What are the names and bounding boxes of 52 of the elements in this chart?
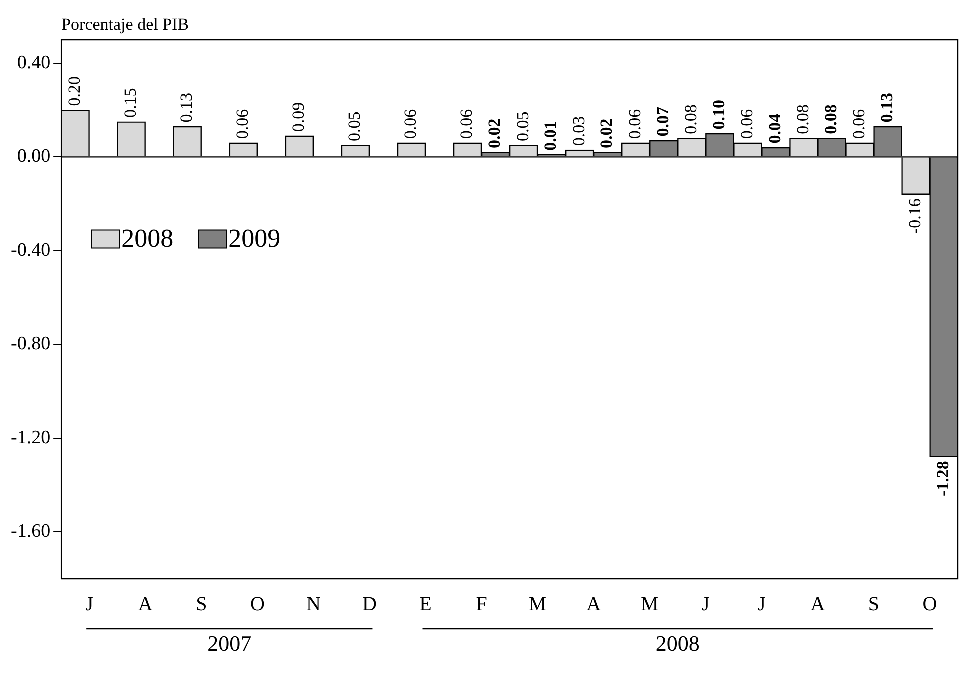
legend-label: 2008 <box>122 224 174 254</box>
text: 2007 <box>208 630 252 656</box>
data-label: 0.10 <box>709 100 728 130</box>
x-tick-label: J <box>86 593 94 616</box>
data-label: 0.02 <box>597 118 616 148</box>
x-tick-label: J <box>758 593 766 616</box>
data-label: 0.13 <box>177 92 196 123</box>
x-tick-label: N <box>306 593 321 616</box>
x-tick-label: F <box>476 593 488 616</box>
x-tick-label: A <box>810 593 826 616</box>
data-label: 0.13 <box>877 92 896 123</box>
y-axis-title: Porcentaje del PIB <box>62 14 190 34</box>
data-label: 0.08 <box>681 104 700 134</box>
data-label: 0.06 <box>625 109 644 140</box>
x-tick-label: J <box>702 593 710 616</box>
data-label: 0.02 <box>485 118 504 148</box>
y-tick-label: -0.40 <box>11 240 51 261</box>
data-label: 0.01 <box>541 121 560 151</box>
x-tick-label: E <box>420 593 432 616</box>
x-tick-label: M <box>640 593 659 616</box>
data-label: 0.08 <box>821 104 840 134</box>
y-tick-label: 0.40 <box>17 52 51 74</box>
data-label: 0.06 <box>737 109 756 140</box>
x-tick-label: O <box>922 593 938 616</box>
x-tick-label: S <box>196 593 208 616</box>
data-label: 0.06 <box>457 109 476 140</box>
data-label: 0.20 <box>65 76 84 106</box>
data-label: 0.05 <box>513 112 532 142</box>
data-label: 0.06 <box>401 109 420 140</box>
data-label: 0.03 <box>569 116 588 146</box>
x-tick-label: O <box>250 593 265 616</box>
data-label: -0.16 <box>905 198 924 234</box>
x-tick-label: A <box>138 593 154 616</box>
data-label: 0.06 <box>233 109 252 140</box>
y-tick-label: -1.20 <box>11 427 51 448</box>
data-label: 0.07 <box>653 106 672 137</box>
data-label: 0.15 <box>121 88 140 118</box>
x-tick-label: D <box>362 593 377 616</box>
x-tick-label: A <box>586 593 602 616</box>
x-tick-label: M <box>528 593 547 616</box>
x-tick-label: S <box>868 593 880 616</box>
data-label: -1.28 <box>933 461 952 497</box>
legend-label: 2009 <box>228 224 281 254</box>
y-tick-label: -1.60 <box>11 521 51 542</box>
data-label: 0.05 <box>345 112 364 142</box>
data-label: 0.09 <box>289 102 308 132</box>
y-tick-label: 0.00 <box>17 146 51 168</box>
data-label: 0.06 <box>849 109 868 140</box>
text: 2008 <box>656 630 700 656</box>
data-label: 0.04 <box>765 114 784 144</box>
data-label: 0.08 <box>793 104 812 134</box>
y-tick-label: -0.80 <box>11 334 51 355</box>
